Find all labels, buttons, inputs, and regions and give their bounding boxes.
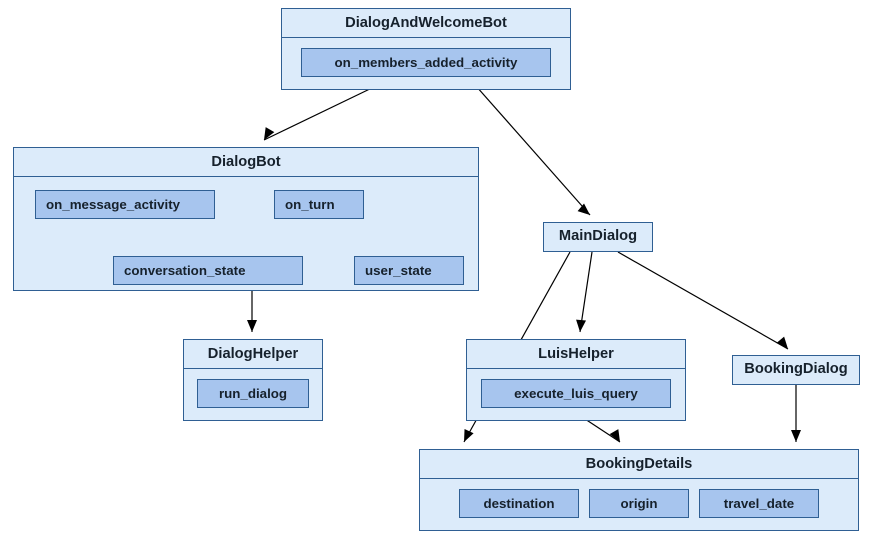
edge-dialogAndWelcomeBot-to-mainDialog xyxy=(476,86,590,215)
class-member: on_members_added_activity xyxy=(301,48,551,77)
edge-mainDialog-to-bookingDialog xyxy=(618,252,788,349)
class-member: on_turn xyxy=(274,190,364,219)
class-member: on_message_activity xyxy=(35,190,215,219)
node-body: on_members_added_activity xyxy=(282,38,570,89)
class-member: conversation_state xyxy=(113,256,303,285)
arrow-head xyxy=(247,320,257,332)
edge-mainDialog-to-luisHelper xyxy=(580,252,592,332)
class-member: origin xyxy=(589,489,689,518)
node-dialogAndWelcomeBot: DialogAndWelcomeBot on_members_added_acti… xyxy=(281,8,571,90)
node-luisHelper: LuisHelper execute_luis_query xyxy=(466,339,686,421)
node-title: DialogHelper xyxy=(184,340,322,369)
node-mainDialog: MainDialog xyxy=(543,222,653,252)
class-member: execute_luis_query xyxy=(481,379,671,408)
arrow-head xyxy=(610,429,620,442)
node-title: LuisHelper xyxy=(467,340,685,369)
arrow-head xyxy=(776,337,788,349)
arrow-head xyxy=(791,430,801,442)
class-member: destination xyxy=(459,489,579,518)
node-title: DialogAndWelcomeBot xyxy=(282,9,570,38)
arrow-head xyxy=(576,320,586,332)
node-title: DialogBot xyxy=(14,148,478,177)
class-member: user_state xyxy=(354,256,464,285)
node-title: BookingDialog xyxy=(733,356,859,382)
node-title: MainDialog xyxy=(544,223,652,249)
node-body: destination origin travel_date xyxy=(420,479,858,530)
edge-dialogAndWelcomeBot-to-dialogBot xyxy=(264,86,376,140)
arrow-head xyxy=(578,203,590,215)
arrow-head xyxy=(464,429,474,442)
node-title: BookingDetails xyxy=(420,450,858,479)
node-bookingDialog: BookingDialog xyxy=(732,355,860,385)
node-dialogHelper: DialogHelper run_dialog xyxy=(183,339,323,421)
class-member: run_dialog xyxy=(197,379,309,408)
node-body: execute_luis_query xyxy=(467,369,685,420)
node-body: run_dialog xyxy=(184,369,322,420)
node-bookingDetails: BookingDetails destination origin travel_da… xyxy=(419,449,859,531)
class-member: travel_date xyxy=(699,489,819,518)
arrow-head xyxy=(264,127,274,140)
